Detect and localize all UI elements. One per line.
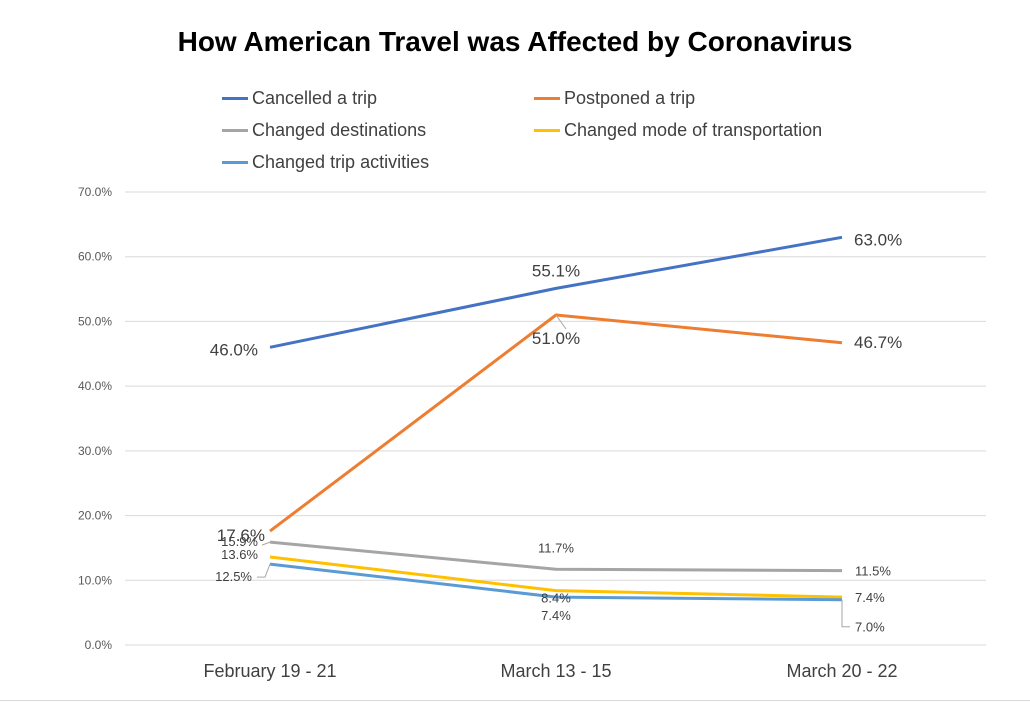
data-label: 15.9% — [221, 534, 258, 549]
y-tick-label: 50.0% — [78, 314, 112, 328]
data-label: 11.5% — [855, 564, 891, 579]
label-leader-line — [261, 541, 271, 546]
x-tick-label: February 19 - 21 — [203, 661, 336, 681]
x-tick-label: March 20 - 22 — [786, 661, 897, 681]
legend-label: Changed destinations — [252, 120, 427, 140]
data-label: 51.0% — [532, 329, 580, 348]
legend-item-postponed: Postponed a trip — [534, 88, 695, 109]
series-line-2 — [269, 540, 843, 573]
legend-swatch-icon — [222, 129, 248, 132]
legend-swatch-icon — [222, 97, 248, 100]
y-tick-label: 60.0% — [78, 250, 112, 264]
data-label: 46.0% — [210, 340, 258, 359]
data-label: 7.4% — [855, 590, 885, 605]
data-label: 46.7% — [854, 333, 902, 352]
data-label: 55.1% — [532, 261, 580, 280]
data-label: 11.7% — [538, 540, 574, 555]
series-line-3 — [269, 555, 843, 599]
legend-swatch-icon — [222, 161, 248, 164]
y-tick-label: 10.0% — [78, 573, 112, 587]
label-leader-line — [841, 599, 850, 628]
data-label: 12.5% — [215, 569, 252, 584]
label-leader-line — [257, 563, 271, 578]
bottom-divider — [0, 700, 1030, 701]
data-label: 17.6% — [217, 526, 265, 545]
legend-label: Changed trip activities — [252, 152, 430, 172]
x-tick-label: March 13 - 15 — [500, 661, 611, 681]
y-tick-label: 20.0% — [78, 509, 112, 523]
series-line-4 — [269, 562, 843, 602]
data-label: 13.6% — [221, 547, 258, 562]
series-line-0 — [269, 235, 843, 349]
y-tick-label: 70.0% — [78, 185, 112, 199]
legend-item-activities: Changed trip activities — [222, 152, 429, 173]
data-label: 7.0% — [855, 620, 885, 635]
legend-item-cancelled: Cancelled a trip — [222, 88, 377, 109]
data-label: 7.4% — [541, 608, 571, 623]
legend-label: Changed mode of transportation — [564, 120, 823, 140]
chart-title: How American Travel was Affected by Coro… — [177, 26, 853, 57]
data-label: 63.0% — [854, 230, 902, 249]
legend-item-destinations: Changed destinations — [222, 120, 426, 141]
y-tick-label: 0.0% — [85, 638, 113, 652]
legend-label: Postponed a trip — [564, 88, 696, 108]
label-leader-line — [555, 314, 567, 330]
legend-label: Cancelled a trip — [252, 88, 378, 108]
y-tick-label: 40.0% — [78, 379, 112, 393]
y-tick-label: 30.0% — [78, 444, 112, 458]
data-label: 8.4% — [541, 591, 571, 606]
legend-swatch-icon — [534, 129, 560, 132]
legend-swatch-icon — [534, 97, 560, 100]
legend-item-transportation: Changed mode of transportation — [534, 120, 822, 141]
